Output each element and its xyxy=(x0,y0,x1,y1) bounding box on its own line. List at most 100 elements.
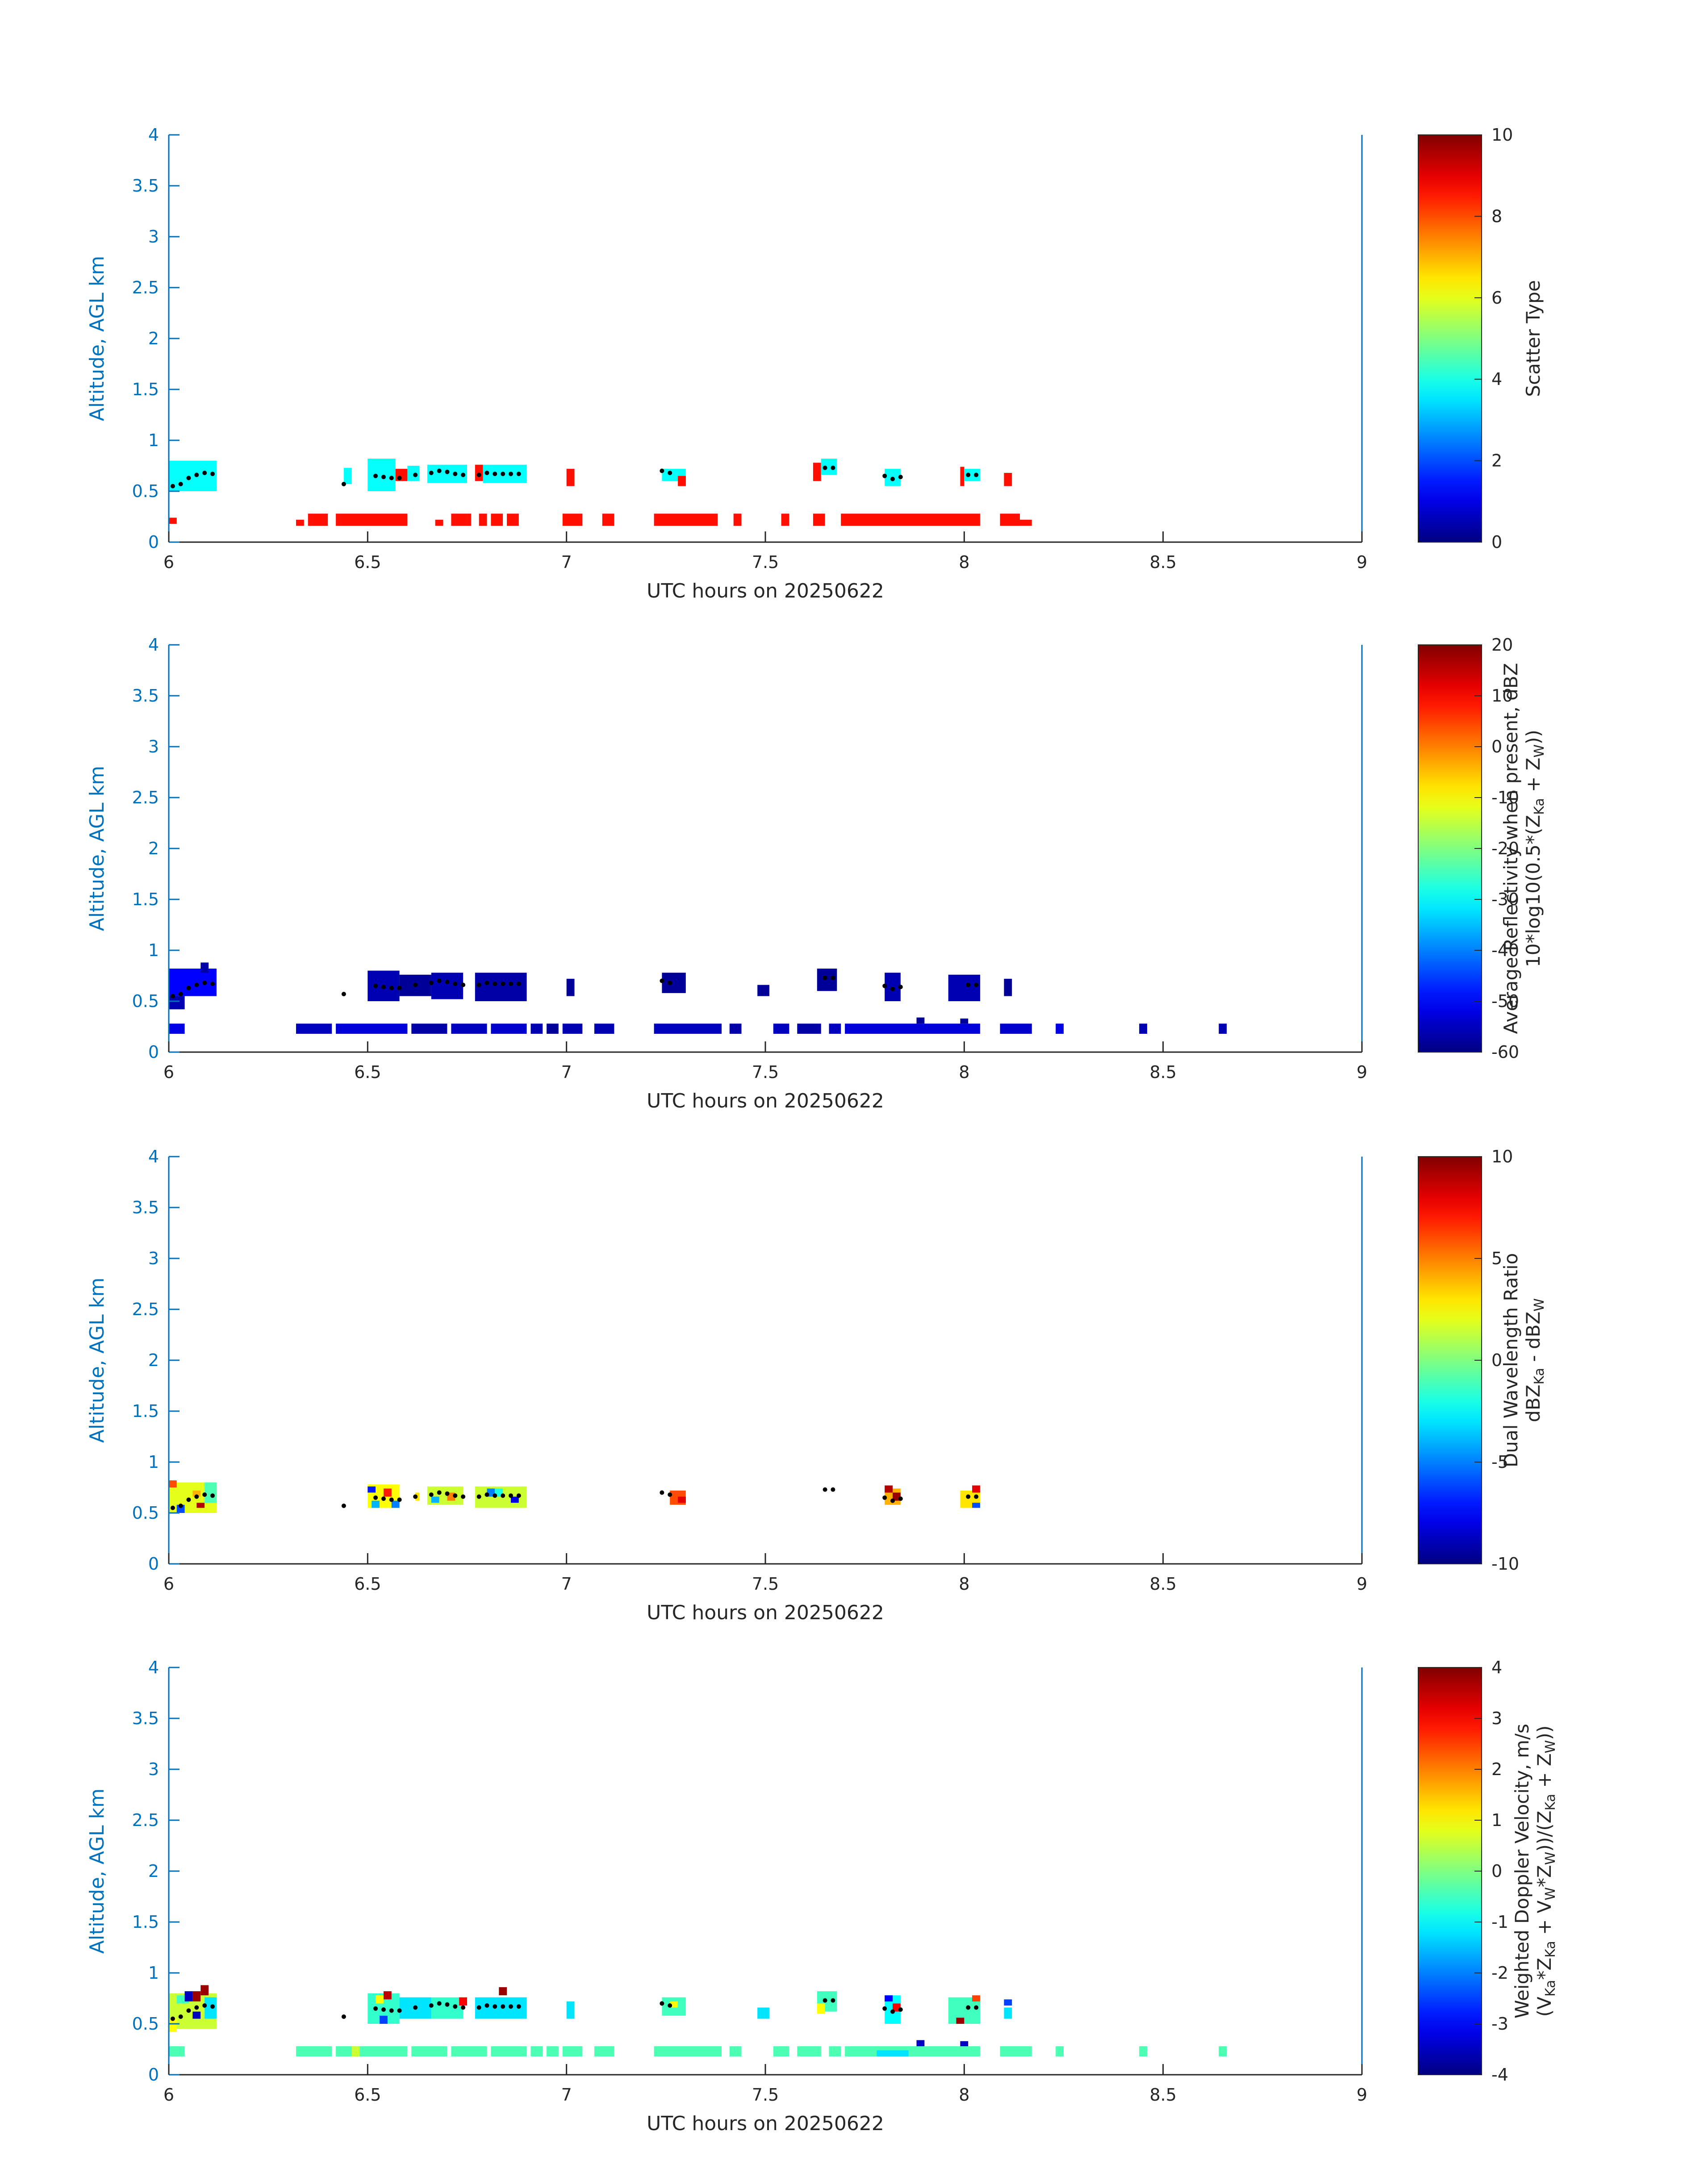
colorbar-tick-label: -60 xyxy=(1491,1042,1519,1062)
cloud-base-point xyxy=(831,975,835,980)
cloud-base-point xyxy=(660,1490,664,1495)
x-tick-label: 7.5 xyxy=(752,1574,779,1594)
cloud-base-point xyxy=(823,465,827,470)
data-cell xyxy=(435,519,443,526)
data-cell xyxy=(813,463,821,481)
colorbar-tick-label: 10 xyxy=(1491,686,1513,706)
colorbar-tick-label: 0 xyxy=(1491,1350,1502,1370)
colorbar-label: (VKa*ZKa + VW*ZW))/(ZKa + ZW)) xyxy=(1533,1726,1558,2017)
data-cell xyxy=(773,1024,789,1034)
colorbar-tick-label: -5 xyxy=(1491,1452,1508,1472)
data-cell xyxy=(562,1024,583,1034)
cloud-base-point xyxy=(397,1497,402,1502)
colorbar-tick-label: -20 xyxy=(1491,839,1519,858)
data-cell xyxy=(757,985,769,996)
cloud-base-point xyxy=(461,2005,466,2010)
data-cell xyxy=(184,1991,193,2002)
y-tick-label: 4 xyxy=(148,1147,159,1166)
cloud-base-point xyxy=(389,1497,394,1502)
x-tick-label: 7.5 xyxy=(752,552,779,572)
data-cell xyxy=(336,1024,408,1034)
data-cell xyxy=(1004,473,1012,486)
data-cell xyxy=(391,1500,400,1508)
colorbar-tick-label: 0 xyxy=(1491,737,1502,756)
cloud-base-point xyxy=(898,475,903,480)
cloud-base-point xyxy=(501,2004,505,2009)
data-cell xyxy=(169,518,177,524)
data-cell xyxy=(1139,2046,1147,2056)
data-cell xyxy=(384,1488,392,1497)
cloud-base-point xyxy=(974,982,979,987)
cloud-base-point xyxy=(966,472,971,477)
y-tick-label: 0 xyxy=(148,1042,159,1062)
colorbar-tick-label: 5 xyxy=(1491,1249,1502,1268)
cloud-base-point xyxy=(373,1495,378,1500)
y-tick-label: 2.5 xyxy=(132,278,159,297)
data-cell xyxy=(407,466,420,481)
cloud-base-point xyxy=(660,978,664,983)
data-cell xyxy=(169,1024,185,1034)
y-tick-label: 3 xyxy=(148,1249,159,1268)
data-cell xyxy=(1004,1999,1012,2006)
cloud-base-point xyxy=(397,2008,402,2013)
cloud-base-point xyxy=(341,1504,346,1508)
y-tick-label: 2 xyxy=(148,1350,159,1370)
cloud-base-point xyxy=(966,2005,971,2010)
cloud-base-point xyxy=(476,1494,481,1499)
data-cell xyxy=(451,514,471,526)
x-tick-label: 9 xyxy=(1357,2085,1367,2105)
cloud-base-point xyxy=(882,1495,887,1500)
data-cell xyxy=(1000,1024,1032,1034)
cloud-base-point xyxy=(413,982,418,987)
cloud-base-point xyxy=(823,1998,827,2003)
data-cell xyxy=(841,514,980,526)
data-cell xyxy=(372,1500,380,1508)
cloud-base-point xyxy=(516,472,521,476)
cloud-base-point xyxy=(186,1497,191,1502)
y-tick-label: 3 xyxy=(148,227,159,247)
panel-3: 0 0.5 1 1.5 2 2.5 3 3.5 4 6 6.5 7 7.5 8 8.5 9 UTC hours … xyxy=(86,1147,1547,1624)
cloud-base-point xyxy=(882,2006,887,2011)
data-cell xyxy=(308,514,328,526)
cloud-base-point xyxy=(484,981,489,985)
cloud-base-point xyxy=(966,1494,971,1499)
data-cell xyxy=(431,1496,439,1503)
data-cell xyxy=(296,1024,332,1034)
panel-4: 0 0.5 1 1.5 2 2.5 3 3.5 4 6 6.5 7 7.5 8 8.5 9 UTC hours … xyxy=(86,1658,1558,2135)
data-cell xyxy=(1000,514,1020,526)
colorbar-label: Dual Wavelength Ratio xyxy=(1500,1253,1522,1467)
data-cell xyxy=(491,2046,527,2056)
data-cell xyxy=(678,476,686,486)
data-cell xyxy=(380,2015,388,2024)
colorbar-tick-label: -50 xyxy=(1491,991,1519,1011)
cloud-base-point xyxy=(501,1493,505,1498)
cloud-base-point xyxy=(389,986,394,990)
data-cell xyxy=(530,2046,543,2056)
cloud-base-point xyxy=(413,472,418,477)
cloud-base-point xyxy=(413,1494,418,1499)
y-tick-label: 4 xyxy=(148,125,159,145)
colorbar-tick-label: -30 xyxy=(1491,890,1519,909)
data-cell xyxy=(829,1024,841,1034)
cloud-base-point xyxy=(476,472,481,477)
y-tick-label: 1.5 xyxy=(132,380,159,399)
cloud-base-point xyxy=(170,1505,175,1510)
cloud-base-point xyxy=(484,471,489,475)
data-cell xyxy=(916,2040,925,2047)
y-tick-label: 3 xyxy=(148,1759,159,1779)
cloud-base-point xyxy=(186,986,191,990)
data-cell xyxy=(336,514,408,526)
x-tick-label: 9 xyxy=(1357,1574,1367,1594)
data-cell xyxy=(773,2046,789,2056)
panel-1: 0 0.5 1 1.5 2 2.5 3 3.5 4 6 6.5 7 7.5 8 8.5 9 UTC hours … xyxy=(86,125,1544,602)
cloud-base-point xyxy=(210,1493,215,1498)
x-tick-label: 8.5 xyxy=(1149,552,1176,572)
cloud-base-point xyxy=(397,986,402,990)
cloud-base-point xyxy=(882,983,887,988)
y-axis-label: Altitude, AGL km xyxy=(86,1788,109,1954)
data-cell xyxy=(547,1024,559,1034)
data-cell xyxy=(395,468,408,481)
data-cell xyxy=(336,2046,408,2056)
cloud-base-point xyxy=(429,471,434,475)
colorbar-label: dBZKa - dBZW xyxy=(1522,1298,1547,1422)
